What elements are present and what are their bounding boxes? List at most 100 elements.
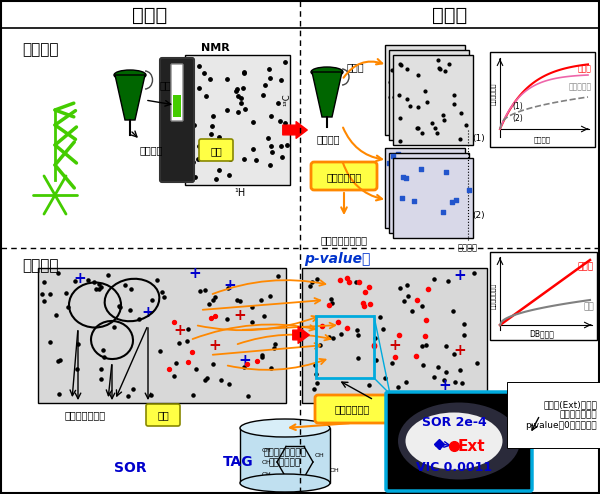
Point xyxy=(457,379,467,387)
Text: 情報資源: 情報資源 xyxy=(22,258,59,273)
FancyBboxPatch shape xyxy=(311,162,377,190)
Point xyxy=(419,128,429,136)
Point xyxy=(223,284,233,291)
Point xyxy=(421,115,431,123)
Point xyxy=(416,87,425,95)
Point xyxy=(427,208,437,216)
Point xyxy=(193,155,202,163)
Point xyxy=(421,87,430,95)
Point xyxy=(94,285,104,292)
Point xyxy=(123,392,133,400)
Point xyxy=(400,189,409,197)
Point xyxy=(364,381,374,389)
Point xyxy=(459,331,469,339)
Point xyxy=(449,91,459,99)
Point xyxy=(417,83,427,91)
Point xyxy=(259,91,268,99)
Point xyxy=(253,357,262,365)
Point xyxy=(324,333,334,341)
Point xyxy=(200,286,210,293)
Text: 抽出残渣: 抽出残渣 xyxy=(317,134,341,144)
Text: 抽出液: 抽出液 xyxy=(160,80,178,90)
FancyBboxPatch shape xyxy=(199,139,233,161)
Ellipse shape xyxy=(240,474,330,492)
Point xyxy=(420,82,430,89)
Point xyxy=(217,376,226,384)
Text: DB登録数: DB登録数 xyxy=(530,329,554,338)
Point xyxy=(440,67,449,75)
FancyBboxPatch shape xyxy=(240,428,330,483)
Point xyxy=(434,61,444,69)
Point xyxy=(395,115,404,123)
Point xyxy=(334,394,344,402)
Point xyxy=(416,63,425,71)
Point xyxy=(208,296,218,304)
Point xyxy=(210,151,220,159)
Point xyxy=(194,84,204,92)
Point xyxy=(370,342,379,350)
Text: TAG: TAG xyxy=(223,455,253,469)
FancyBboxPatch shape xyxy=(160,58,194,182)
Point xyxy=(121,281,130,289)
Point xyxy=(412,124,422,132)
Point xyxy=(390,354,400,362)
Point xyxy=(402,59,412,67)
Point xyxy=(385,93,395,101)
Point xyxy=(406,104,415,112)
Point xyxy=(436,100,445,108)
Point xyxy=(127,286,136,293)
Text: 本研究: 本研究 xyxy=(578,262,594,271)
Point xyxy=(40,279,49,287)
Point xyxy=(438,208,448,216)
Point xyxy=(202,92,211,100)
Point xyxy=(184,326,193,333)
Point xyxy=(409,198,419,206)
Text: 本研究: 本研究 xyxy=(433,5,467,25)
FancyBboxPatch shape xyxy=(389,153,469,233)
Point xyxy=(160,293,169,301)
Point xyxy=(239,69,248,77)
Text: p-value法: p-value法 xyxy=(304,252,370,266)
Point xyxy=(326,295,335,303)
FancyBboxPatch shape xyxy=(38,268,286,403)
Point xyxy=(433,113,442,121)
Text: オーバーラップ: オーバーラップ xyxy=(65,410,106,420)
Point xyxy=(260,81,270,88)
Point xyxy=(269,344,278,352)
Point xyxy=(389,93,398,101)
Text: +: + xyxy=(454,267,466,283)
Polygon shape xyxy=(312,72,342,117)
Point xyxy=(370,334,380,342)
Text: +: + xyxy=(439,377,451,393)
Point xyxy=(388,153,397,161)
Point xyxy=(125,306,134,314)
Point xyxy=(404,208,413,216)
Point xyxy=(239,155,249,163)
Point xyxy=(223,315,232,323)
Point xyxy=(183,358,193,366)
Ellipse shape xyxy=(240,419,330,437)
Point xyxy=(431,67,441,75)
Point xyxy=(92,285,101,292)
Text: (1): (1) xyxy=(512,101,523,111)
Point xyxy=(379,325,388,333)
Point xyxy=(164,365,174,373)
Text: +: + xyxy=(239,353,251,368)
Point xyxy=(396,61,406,69)
Text: VIC: VIC xyxy=(417,461,443,475)
Point xyxy=(327,299,337,307)
Point xyxy=(232,296,242,304)
Point xyxy=(195,287,205,295)
Point xyxy=(431,70,441,78)
Point xyxy=(242,360,252,368)
Text: +: + xyxy=(224,278,236,292)
Point xyxy=(186,132,196,140)
Point xyxy=(418,342,427,350)
Point xyxy=(310,361,320,369)
Point xyxy=(425,212,435,220)
Point xyxy=(280,119,290,127)
Point xyxy=(400,107,409,115)
Text: 廃棄: 廃棄 xyxy=(210,146,222,156)
Point xyxy=(263,134,273,142)
Point xyxy=(412,296,422,304)
